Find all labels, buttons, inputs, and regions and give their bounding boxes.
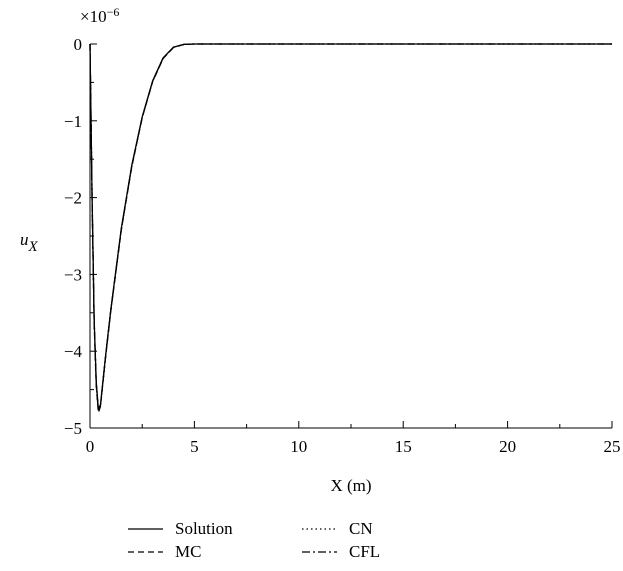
x-tick-label: 0	[86, 437, 95, 456]
legend-label-cn: CN	[349, 519, 373, 538]
x-tick-label: 20	[499, 437, 516, 456]
y-tick-label: −3	[64, 265, 82, 284]
x-tick-label: 25	[604, 437, 621, 456]
legend-label-mc: MC	[175, 542, 201, 561]
x-tick-label: 5	[190, 437, 199, 456]
y-tick-label: 0	[74, 35, 83, 54]
x-ticks: 0 5 10 15 20 25	[86, 421, 621, 456]
legend-label-solution: Solution	[175, 519, 233, 538]
y-ticks: 0 −1 −2 −3 −4 −5	[64, 35, 97, 438]
series-line-mc	[89, 43, 612, 413]
y-tick-label: −5	[64, 419, 82, 438]
x-axis-title: X (m)	[330, 476, 371, 495]
series-line-solution	[89, 43, 612, 412]
y-tick-label: −4	[64, 342, 83, 361]
series-group	[89, 43, 612, 413]
legend-label-cfl: CFL	[349, 542, 380, 561]
plot-axes	[89, 44, 612, 429]
y-axis-multiplier: ×10−6	[80, 5, 119, 26]
series-line-cn	[89, 43, 612, 411]
series-line-cfl	[89, 43, 612, 412]
y-axis-title: uX	[20, 230, 39, 255]
x-tick-label: 10	[290, 437, 307, 456]
legend: Solution MC CN CFL	[128, 519, 380, 561]
y-tick-label: −1	[64, 112, 82, 131]
x-tick-label: 15	[395, 437, 412, 456]
y-tick-label: −2	[64, 189, 82, 208]
